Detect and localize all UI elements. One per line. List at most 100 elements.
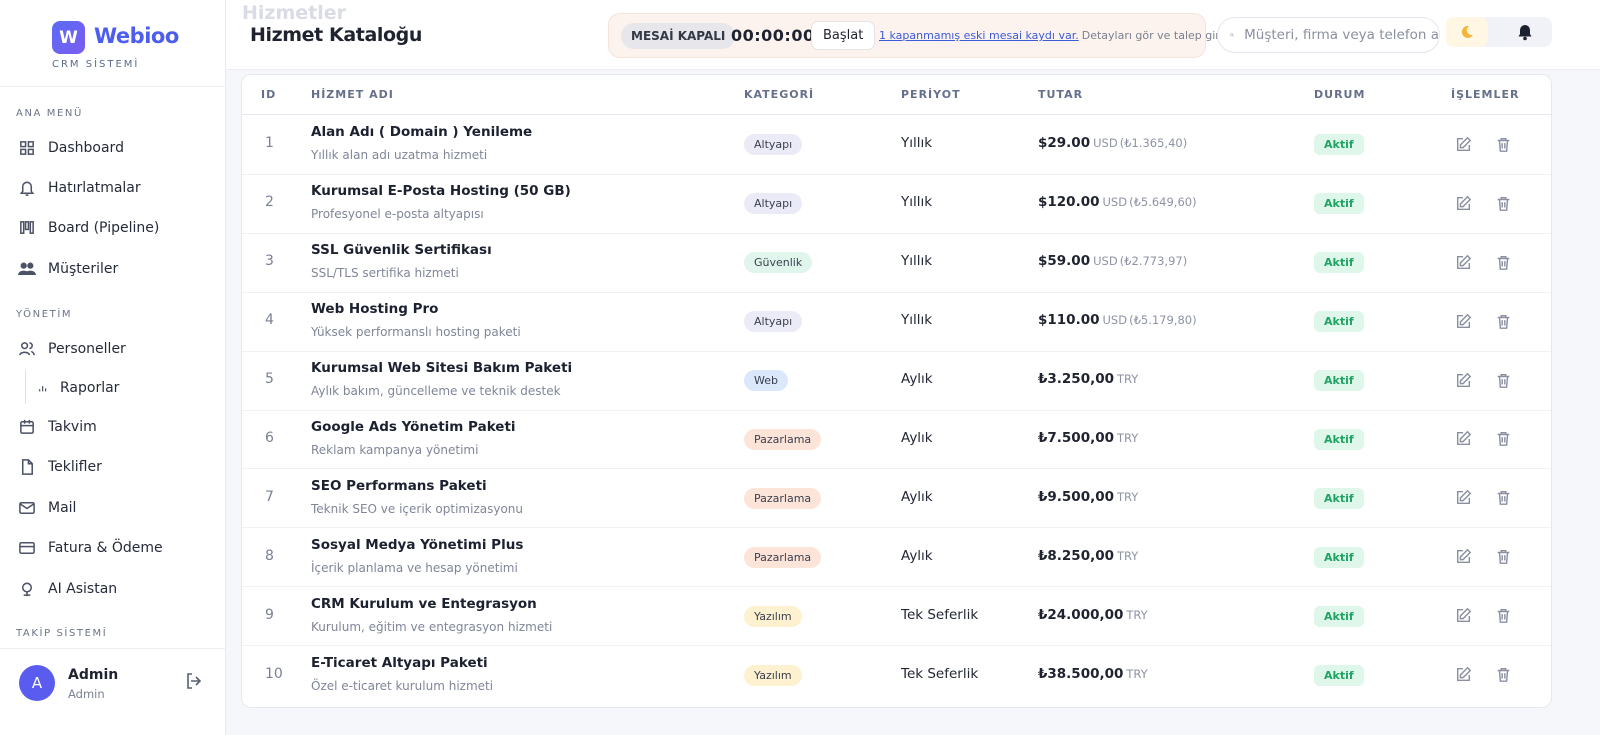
edit-button[interactable]	[1452, 664, 1474, 686]
edit-button[interactable]	[1452, 487, 1474, 509]
nav-icon	[19, 342, 35, 356]
status-badge: Aktif	[1314, 193, 1364, 215]
period: Yıllık	[901, 312, 933, 329]
row-divider	[242, 645, 1551, 647]
amount-value: ₺38.500,00	[1038, 665, 1124, 682]
amount-value: ₺8.250,00	[1038, 547, 1115, 564]
delete-button[interactable]	[1492, 251, 1514, 273]
nav-icon	[18, 262, 36, 275]
search-input[interactable]: Müşteri, firma veya telefon a	[1217, 17, 1440, 53]
column-header: TUTAR	[1038, 88, 1084, 101]
edit-button[interactable]	[1452, 192, 1474, 214]
amount-value: ₺24.000,00	[1038, 606, 1124, 623]
status-badge: Aktif	[1314, 311, 1364, 333]
nav-item[interactable]: AI Asistan	[18, 576, 117, 602]
nav-item[interactable]: Board (Pipeline)	[18, 215, 159, 241]
currency: USD	[1093, 254, 1118, 269]
column-header: PERİYOT	[901, 88, 961, 101]
amount-value: $120.00	[1038, 194, 1100, 211]
delete-button[interactable]	[1492, 192, 1514, 214]
row-divider	[242, 468, 1551, 470]
amount: ₺38.500,00 TRY	[1038, 666, 1148, 682]
edit-button[interactable]	[1452, 251, 1474, 273]
delete-button[interactable]	[1492, 664, 1514, 686]
status-badge: Aktif	[1314, 664, 1364, 686]
notice-link[interactable]: 1 kapanmamış eski mesai kaydı var.	[879, 29, 1079, 42]
nav-item[interactable]: Müşteriler	[18, 256, 118, 282]
nav-item[interactable]: Mail	[18, 495, 76, 521]
edit-icon	[1456, 607, 1471, 623]
amount: $120.00 USD (₺5.649,60)	[1038, 194, 1197, 210]
nav-item[interactable]: Teklifler	[18, 454, 102, 480]
row-id: 1	[265, 135, 274, 152]
theme-toggle[interactable]	[1446, 17, 1488, 47]
logout-button[interactable]	[184, 671, 204, 691]
edit-button[interactable]	[1452, 428, 1474, 450]
delete-icon	[1497, 668, 1509, 682]
service-name: Alan Adı ( Domain ) Yenileme	[311, 124, 533, 141]
section-title: TAKİP SİSTEMİ	[16, 628, 108, 639]
service-description: Aylık bakım, güncelleme ve teknik destek	[311, 384, 561, 399]
delete-icon	[1497, 314, 1509, 329]
amount: ₺7.500,00 TRY	[1038, 430, 1138, 446]
edit-button[interactable]	[1452, 310, 1474, 332]
shift-status: MESAİ KAPALI	[621, 23, 736, 49]
nav-item[interactable]: Personeller	[18, 336, 126, 362]
delete-button[interactable]	[1492, 369, 1514, 391]
nav-item[interactable]: Dashboard	[18, 135, 124, 161]
shift-bar: MESAİ KAPALI 00:00:00 Başlat 1 kapanmamı…	[608, 13, 1222, 58]
divider	[0, 648, 226, 649]
nav-label: Raporlar	[60, 380, 120, 396]
submenu-line	[25, 370, 26, 404]
notification-bell[interactable]	[1516, 23, 1534, 41]
amount-value: ₺3.250,00	[1038, 371, 1115, 388]
period: Tek Seferlik	[901, 606, 979, 623]
row-id: 6	[265, 429, 274, 446]
edit-icon	[1456, 136, 1471, 151]
amount-value: $59.00	[1038, 253, 1091, 270]
page-title: Hizmet Kataloğu	[250, 24, 422, 46]
delete-icon	[1497, 373, 1509, 388]
notice-text: Detayları gör ve talep gir.	[1081, 29, 1223, 42]
user-avatar[interactable]: A	[19, 665, 55, 701]
column-header: DURUM	[1314, 88, 1366, 101]
delete-icon	[1497, 550, 1509, 565]
column-header: HİZMET ADI	[311, 88, 394, 101]
edit-button[interactable]	[1452, 369, 1474, 391]
nav-item[interactable]: Hatırlatmalar	[18, 175, 141, 201]
period: Aylık	[901, 429, 933, 446]
edit-button[interactable]	[1452, 546, 1474, 568]
nav-label: Mail	[48, 500, 77, 516]
amount: ₺3.250,00 TRY	[1038, 371, 1138, 387]
service-name: Kurumsal Web Sitesi Bakım Paketi	[311, 360, 573, 377]
toolbar	[1446, 17, 1552, 47]
edit-button[interactable]	[1452, 133, 1474, 155]
delete-button[interactable]	[1492, 310, 1514, 332]
converted-amount: (₺2.773,97)	[1119, 254, 1188, 269]
period: Aylık	[901, 547, 933, 564]
nav-item[interactable]: Raporlar	[36, 375, 119, 401]
category-tag: Web	[744, 370, 788, 392]
nav-icon	[20, 141, 34, 155]
currency: TRY	[1126, 607, 1148, 622]
delete-button[interactable]	[1492, 605, 1514, 627]
nav-icon	[20, 419, 34, 434]
delete-button[interactable]	[1492, 487, 1514, 509]
currency: USD	[1102, 195, 1128, 210]
amount: ₺9.500,00 TRY	[1038, 489, 1138, 505]
brand-subtitle: CRM SİSTEMİ	[52, 59, 140, 70]
delete-button[interactable]	[1492, 133, 1514, 155]
edit-button[interactable]	[1452, 605, 1474, 627]
moon-icon	[1461, 25, 1473, 38]
edit-icon	[1456, 666, 1471, 682]
delete-button[interactable]	[1492, 428, 1514, 450]
nav-item[interactable]: Fatura & Ödeme	[18, 535, 163, 561]
start-button[interactable]: Başlat	[811, 21, 876, 50]
delete-button[interactable]	[1492, 546, 1514, 568]
nav-item[interactable]: Takvim	[18, 414, 97, 440]
service-description: SSL/TLS sertifika hizmeti	[311, 266, 459, 281]
service-name: Web Hosting Pro	[311, 301, 439, 318]
currency: USD	[1102, 313, 1128, 328]
delete-icon	[1497, 196, 1509, 211]
user-name: Admin	[68, 667, 119, 683]
